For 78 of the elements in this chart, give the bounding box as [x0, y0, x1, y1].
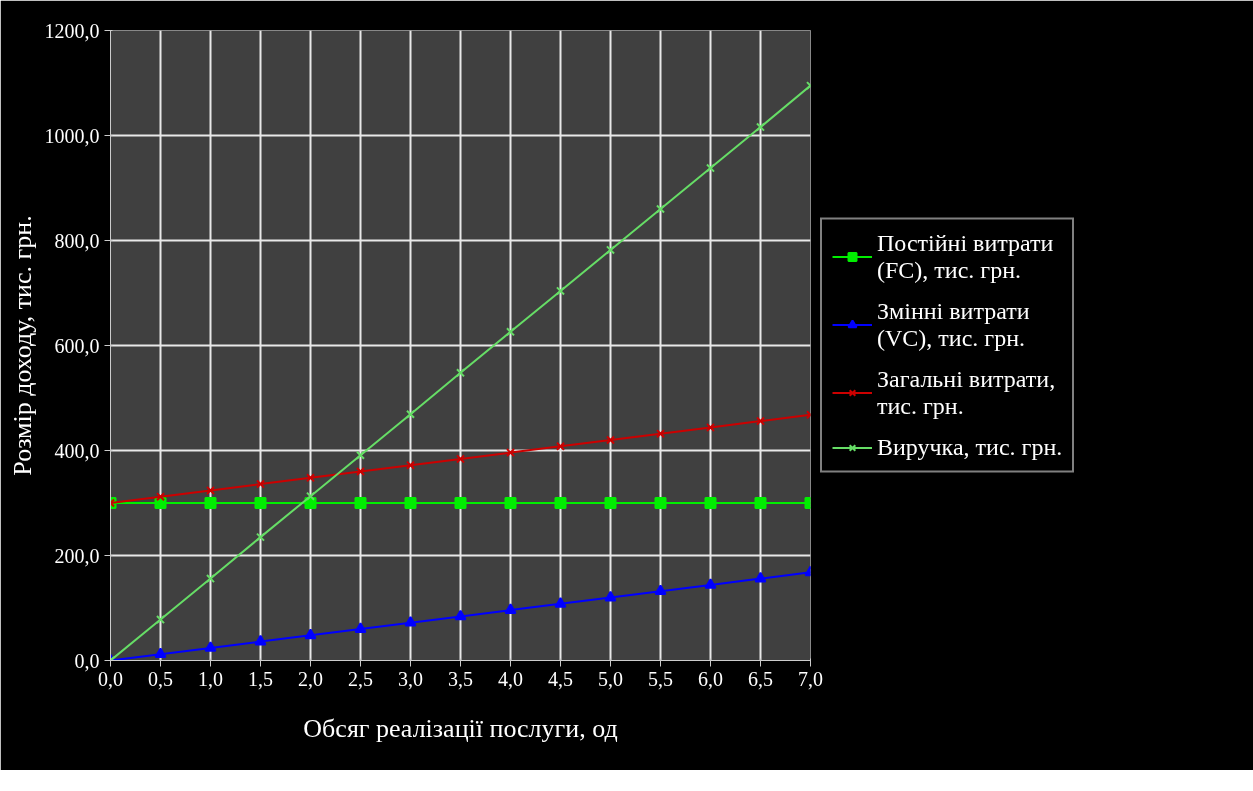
point — [155, 615, 166, 625]
point — [254, 497, 267, 509]
point — [604, 590, 617, 602]
point — [154, 647, 167, 659]
y-axis-title: Розмір доходу, тис. грн. — [7, 215, 37, 476]
point — [555, 441, 566, 451]
point — [454, 609, 467, 621]
point — [754, 571, 767, 583]
point — [655, 429, 666, 439]
point — [605, 245, 616, 255]
point — [705, 163, 716, 173]
point — [404, 497, 417, 509]
point — [355, 450, 366, 460]
x-tick-label: 0,5 — [148, 667, 173, 690]
y-tick-label: 1000,0 — [44, 124, 100, 147]
point — [704, 497, 717, 509]
x-tick-label: 3,5 — [448, 667, 473, 690]
legend-label: Постійні витрати (FC), тис. грн. — [877, 229, 1054, 284]
x-tick-label: 0,0 — [98, 667, 123, 690]
point — [205, 574, 216, 584]
legend-label: Виручка, тис. грн. — [877, 433, 1063, 461]
point — [605, 435, 616, 445]
x-axis-title: Обсяг реалізації послуги, од — [303, 713, 618, 743]
point — [405, 409, 416, 419]
x-tick-label: 3,0 — [398, 667, 423, 690]
point — [554, 497, 567, 509]
point — [204, 641, 217, 652]
legend-label: Змінні витрати (VC), тис. грн. — [877, 297, 1030, 352]
y-tick-label: 400,0 — [54, 439, 100, 462]
x-tick-label: 5,0 — [598, 667, 623, 690]
point — [304, 628, 317, 640]
point — [404, 615, 417, 627]
point — [655, 204, 666, 214]
point — [355, 466, 366, 477]
legend-label: Загальні витрати, тис. грн. — [877, 365, 1056, 420]
point — [204, 497, 217, 509]
x-tick-label: 5,5 — [648, 667, 673, 690]
point — [254, 634, 267, 646]
point — [504, 603, 517, 614]
point — [255, 532, 266, 542]
point — [205, 485, 216, 495]
point — [604, 497, 617, 509]
point — [354, 622, 367, 633]
point — [705, 422, 716, 432]
point — [155, 492, 166, 502]
x-tick-label: 1,0 — [198, 667, 223, 690]
point — [555, 286, 566, 296]
x-tick-label: 4,5 — [548, 667, 573, 690]
x-tick-label: 7,0 — [798, 667, 823, 690]
y-tick-label: 800,0 — [54, 229, 100, 252]
point — [505, 448, 516, 458]
y-tick-label: 1200,0 — [44, 19, 100, 42]
point — [754, 497, 767, 509]
point — [405, 460, 416, 470]
point — [454, 497, 467, 509]
x-tick-label: 2,5 — [348, 667, 373, 690]
y-tick-label: 200,0 — [54, 544, 100, 567]
x-tick-label: 1,5 — [248, 667, 273, 690]
point — [654, 584, 667, 596]
y-tick-label: 0,0 — [74, 649, 100, 672]
x-tick-label: 6,0 — [698, 667, 723, 690]
point — [755, 122, 766, 132]
point — [554, 597, 567, 608]
point — [755, 416, 766, 426]
point — [704, 578, 717, 589]
point — [305, 491, 316, 501]
x-tick-label: 4,0 — [498, 667, 523, 690]
point — [455, 454, 466, 464]
point — [354, 497, 367, 509]
point — [455, 368, 466, 378]
point — [654, 497, 667, 509]
point — [504, 497, 517, 509]
point — [255, 479, 266, 489]
y-tick-label: 600,0 — [54, 334, 100, 357]
x-tick-label: 2,0 — [298, 667, 323, 690]
point — [505, 327, 516, 337]
x-tick-label: 6,5 — [748, 667, 773, 690]
point — [305, 473, 316, 483]
